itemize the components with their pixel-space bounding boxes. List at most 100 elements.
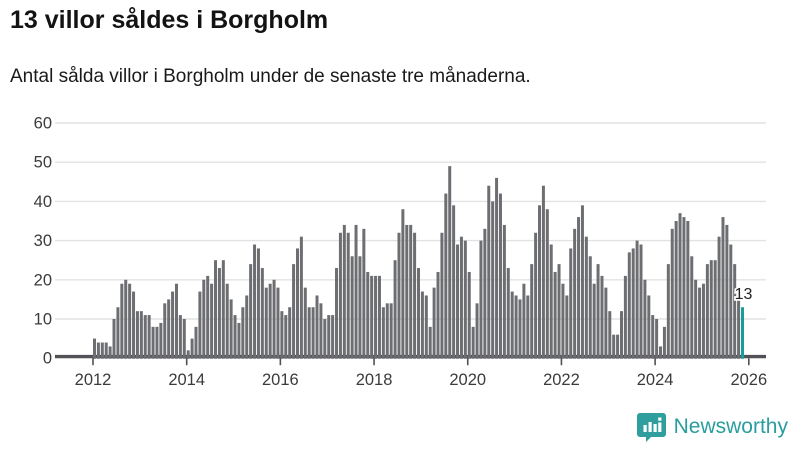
bar (272, 279, 276, 359)
bar (647, 295, 651, 359)
bar (694, 279, 698, 359)
bar (428, 326, 432, 359)
bar (643, 279, 647, 359)
bar (612, 334, 616, 359)
bar (229, 299, 233, 359)
bar (276, 287, 280, 359)
bar (467, 271, 471, 359)
bar (327, 315, 331, 359)
bar (651, 315, 655, 359)
bar (100, 342, 104, 359)
bar (241, 307, 245, 359)
bar (217, 268, 221, 359)
bar (253, 244, 257, 359)
bar (350, 256, 354, 359)
bar (198, 291, 202, 359)
bar (155, 326, 159, 359)
bar (713, 260, 717, 359)
bar (319, 303, 323, 359)
bar (541, 185, 545, 359)
bar (530, 264, 534, 359)
bar (483, 228, 487, 359)
newsworthy-bubble-icon (636, 413, 666, 442)
bar (370, 275, 374, 359)
bar (584, 236, 588, 359)
bar (498, 193, 502, 359)
bar (116, 307, 120, 359)
bar (627, 252, 631, 359)
bar (666, 264, 670, 359)
bar (354, 224, 358, 359)
bar (616, 334, 620, 359)
bar (580, 205, 584, 359)
bar (389, 303, 393, 359)
bar (686, 221, 690, 359)
bar (600, 275, 604, 359)
bar (432, 287, 436, 359)
bar (518, 299, 522, 359)
bar (331, 315, 335, 359)
bar (93, 338, 96, 359)
bar (733, 264, 737, 359)
newsworthy-logo[interactable]: Newsworthy (636, 412, 788, 442)
bar (120, 283, 124, 359)
x-axis-tick-label: 2024 (637, 371, 674, 389)
bar (565, 295, 569, 359)
bar (159, 322, 163, 359)
bar (440, 232, 444, 359)
bar (709, 260, 713, 359)
y-axis-tick-label: 50 (34, 154, 52, 172)
bar (701, 283, 705, 359)
bar (491, 201, 495, 359)
bar (623, 275, 627, 359)
bar (104, 342, 108, 359)
bar (573, 228, 577, 359)
bar (280, 311, 284, 359)
bar (448, 166, 452, 359)
bar (538, 205, 542, 359)
bar (717, 236, 721, 359)
bar (249, 264, 253, 359)
bar (674, 221, 678, 359)
bar (135, 311, 139, 359)
bar (385, 303, 389, 359)
bar (417, 268, 420, 359)
bar (557, 264, 561, 359)
bar (366, 271, 370, 359)
bar (96, 342, 100, 359)
bar (377, 275, 381, 359)
bar (619, 311, 623, 359)
bar (409, 224, 413, 359)
bar (725, 224, 729, 359)
bar (260, 268, 264, 359)
y-axis-tick-label: 40 (34, 193, 52, 211)
bar (303, 287, 307, 359)
bar (495, 177, 499, 359)
bar (381, 307, 385, 359)
bar (405, 224, 409, 359)
bar (721, 217, 725, 359)
bar (459, 236, 463, 359)
bar (561, 283, 565, 359)
bar (171, 291, 175, 359)
bar (506, 268, 510, 359)
bar (463, 240, 467, 359)
bar (112, 319, 116, 359)
y-axis-tick-label: 10 (34, 311, 52, 329)
bar (139, 311, 143, 359)
y-axis-tick-label: 20 (34, 271, 52, 289)
bar (315, 295, 319, 359)
bar (678, 213, 682, 359)
bar (522, 283, 526, 359)
bar (132, 291, 136, 359)
bar (452, 205, 456, 359)
bar (163, 303, 167, 359)
bar (420, 291, 424, 359)
bar (549, 244, 553, 359)
bar (186, 350, 190, 359)
bar (206, 275, 210, 359)
bar (292, 264, 296, 359)
bar (577, 217, 581, 359)
bar (311, 307, 315, 359)
y-axis-tick-label: 30 (34, 232, 52, 250)
